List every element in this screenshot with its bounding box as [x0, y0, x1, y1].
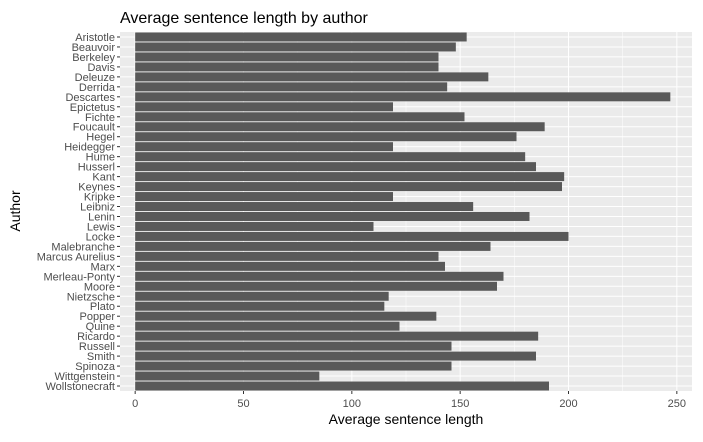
- y-tick-label: Berkeley: [72, 52, 115, 64]
- bar-beauvoir: [135, 42, 456, 52]
- bar-berkeley: [135, 52, 439, 62]
- y-tick-label: Moore: [84, 281, 115, 293]
- y-tick-label: Spinoza: [75, 361, 116, 373]
- y-tick-label: Hegel: [86, 132, 115, 144]
- y-tick-label: Lenin: [88, 211, 115, 223]
- bar-descartes: [135, 92, 671, 102]
- bar-fichte: [135, 112, 465, 122]
- y-tick-label: Derrida: [79, 82, 116, 94]
- y-tick-label: Nietzsche: [67, 291, 115, 303]
- bar-moore: [135, 281, 497, 291]
- bar-keynes: [135, 182, 562, 192]
- bar-kant: [135, 172, 565, 182]
- bar-spinoza: [135, 361, 452, 371]
- y-tick-label: Marx: [91, 261, 116, 273]
- y-tick-label: Marcus Aurelius: [37, 251, 116, 263]
- y-tick-label: Ricardo: [77, 331, 115, 343]
- bar-hume: [135, 152, 526, 162]
- bar-lewis: [135, 221, 374, 231]
- bar-plato: [135, 301, 385, 311]
- x-tick-label: 200: [559, 398, 577, 410]
- bar-smith: [135, 351, 536, 361]
- bar-locke: [135, 231, 569, 241]
- bar-derrida: [135, 82, 448, 92]
- bar-lenin: [135, 211, 530, 221]
- x-tick-label: 100: [343, 398, 361, 410]
- bar-leibniz: [135, 202, 474, 212]
- y-tick-label: Kripke: [84, 192, 115, 204]
- y-tick-label: Wittgenstein: [54, 371, 115, 383]
- bar-marx: [135, 261, 445, 271]
- y-tick-label: Fichte: [85, 112, 115, 124]
- y-tick-label: Aristotle: [75, 32, 115, 44]
- bars-group: [135, 32, 671, 391]
- y-tick-label: Hume: [86, 152, 115, 164]
- bar-husserl: [135, 162, 536, 172]
- bar-ricardo: [135, 331, 539, 341]
- bar-wollstonecraft: [135, 381, 549, 391]
- bar-heidegger: [135, 142, 393, 152]
- y-tick-label: Kant: [92, 172, 115, 184]
- bar-wittgenstein: [135, 371, 320, 381]
- y-tick-label: Epictetus: [70, 102, 116, 114]
- bar-nietzsche: [135, 291, 389, 301]
- y-tick-label: Davis: [87, 62, 115, 74]
- bar-epictetus: [135, 102, 393, 112]
- y-tick-label: Popper: [80, 311, 116, 323]
- bar-malebranche: [135, 241, 491, 251]
- y-tick-label: Beauvoir: [72, 42, 116, 54]
- bar-davis: [135, 62, 439, 72]
- y-tick-labels: WollstonecraftWittgensteinSpinozaSmithRu…: [37, 32, 120, 393]
- y-tick-label: Merleau-Ponty: [43, 271, 115, 283]
- y-tick-label: Plato: [90, 301, 115, 313]
- y-tick-label: Quine: [86, 321, 115, 333]
- y-tick-label: Malebranche: [51, 241, 115, 253]
- bar-hegel: [135, 132, 517, 142]
- y-tick-label: Keynes: [78, 182, 115, 194]
- y-tick-label: Locke: [86, 231, 115, 243]
- y-tick-label: Foucault: [73, 122, 115, 134]
- bar-marcus-aurelius: [135, 251, 439, 261]
- x-axis-title: Average sentence length: [329, 411, 484, 427]
- bar-kripke: [135, 192, 393, 202]
- y-axis-title: Author: [7, 190, 23, 232]
- y-tick-label: Russell: [79, 341, 115, 353]
- y-tick-label: Wollstonecraft: [46, 381, 116, 393]
- y-tick-label: Leibniz: [80, 202, 115, 214]
- x-tick-labels: 0 50 100 150 200 250: [132, 391, 686, 410]
- y-tick-label: Husserl: [78, 162, 115, 174]
- x-tick-label: 0: [132, 398, 138, 410]
- x-tick-label: 150: [451, 398, 469, 410]
- minor-gridlines: [189, 32, 623, 391]
- x-tick-label: 50: [237, 398, 249, 410]
- y-tick-label: Heidegger: [64, 142, 115, 154]
- y-tick-label: Smith: [87, 351, 115, 363]
- chart-title: Average sentence length by author: [120, 10, 369, 27]
- y-tick-label: Descartes: [65, 92, 115, 104]
- bar-foucault: [135, 122, 545, 132]
- bar-russell: [135, 341, 452, 351]
- bar-aristotle: [135, 32, 467, 42]
- bar-deleuze: [135, 72, 489, 82]
- x-tick-label: 250: [668, 398, 686, 410]
- bar-popper: [135, 311, 437, 321]
- y-tick-label: Deleuze: [75, 72, 115, 84]
- bar-merleau-ponty: [135, 271, 504, 281]
- bar-quine: [135, 321, 400, 331]
- y-tick-label: Lewis: [87, 221, 116, 233]
